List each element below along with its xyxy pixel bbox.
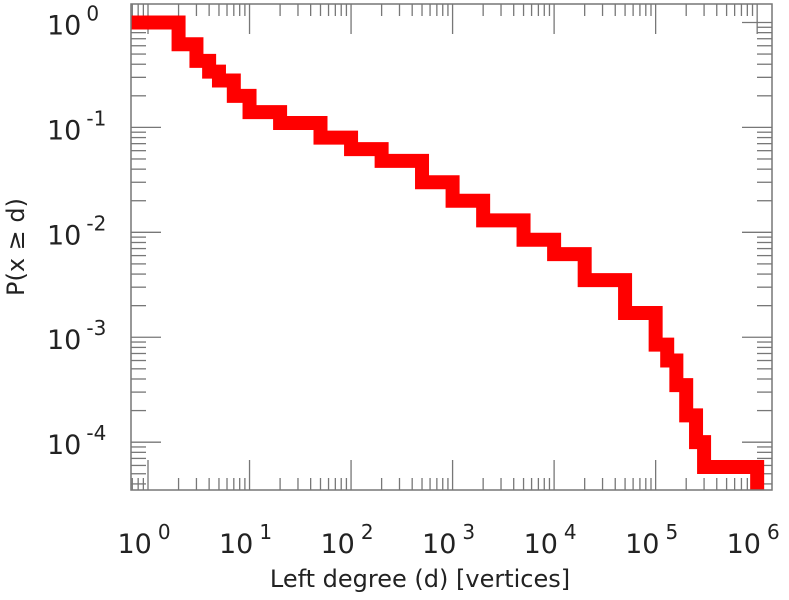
x-tick-labels: 10 0 10 1 10 2 10 3 10 4 10 5 10 6: [117, 520, 779, 560]
x-tick-label: 10 3: [422, 520, 475, 560]
axis-ticks: [131, 4, 772, 490]
x-tick-label: 10 6: [727, 520, 780, 560]
y-axis-label: P(x ≥ d): [2, 198, 30, 296]
x-tick-label: 10 4: [524, 520, 577, 560]
x-tick-label: 10 5: [625, 520, 678, 560]
y-tick-label: 10 -1: [47, 106, 106, 146]
y-tick-label: 10 -3: [47, 316, 106, 356]
y-tick-label: 10 -2: [47, 211, 106, 251]
x-tick-label: 10 1: [219, 520, 272, 560]
x-tick-label: 10 0: [117, 520, 170, 560]
ccdf-step-line: [131, 15, 765, 490]
series-layer: [131, 15, 765, 490]
y-tick-label: 10 0: [47, 1, 99, 41]
x-tick-label: 10 2: [321, 520, 374, 560]
x-axis-label: Left degree (d) [vertices]: [270, 565, 570, 593]
plot-frame: [130, 3, 773, 491]
y-tick-label: 10 -4: [47, 421, 106, 461]
